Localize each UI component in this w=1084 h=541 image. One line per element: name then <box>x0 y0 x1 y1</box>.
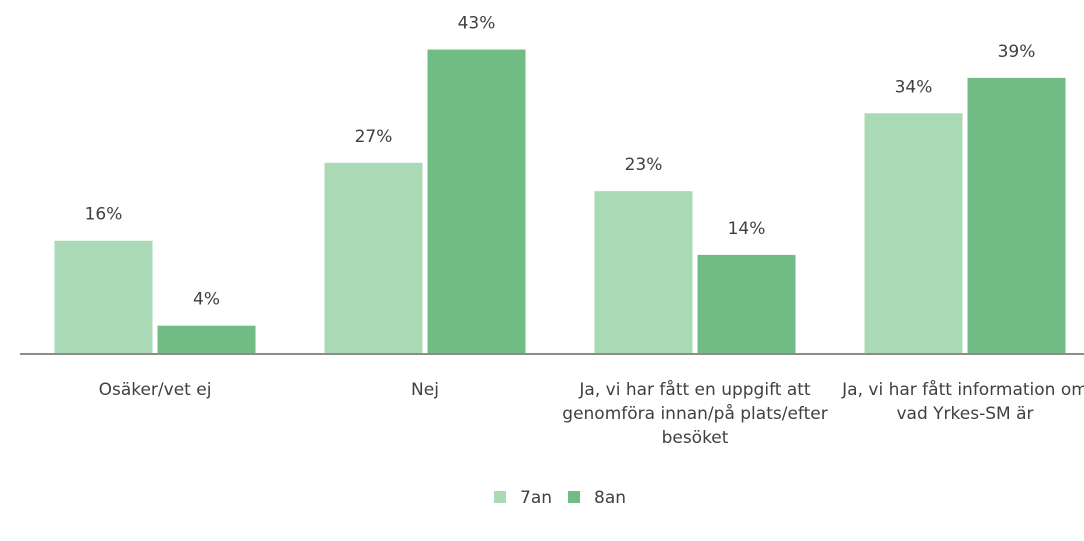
x-tick-label: Osäker/vet ej <box>98 380 212 400</box>
bar <box>324 162 423 354</box>
value-label: 14% <box>728 219 766 239</box>
value-label: 34% <box>895 77 933 97</box>
bar <box>54 240 153 354</box>
legend-label: 8an <box>594 488 626 508</box>
bar <box>427 49 526 355</box>
value-label: 39% <box>998 42 1036 62</box>
x-tick-label: Nej <box>411 380 439 400</box>
value-label: 23% <box>625 155 663 175</box>
legend-swatch <box>494 491 506 503</box>
legend-label: 7an <box>520 488 552 508</box>
value-label: 27% <box>355 127 393 147</box>
bar <box>697 254 796 354</box>
value-label: 43% <box>458 14 496 34</box>
legend-swatch <box>568 491 581 503</box>
x-tick-label: Ja, vi har fått en uppgift att genomföra… <box>562 380 828 448</box>
value-label: 16% <box>85 205 123 225</box>
bar <box>967 77 1066 354</box>
bar <box>864 113 963 354</box>
bar <box>157 325 256 354</box>
x-tick-label: Ja, vi har fått information om vad Yrkes… <box>842 380 1084 424</box>
value-label: 4% <box>193 290 220 310</box>
bar <box>594 191 693 354</box>
